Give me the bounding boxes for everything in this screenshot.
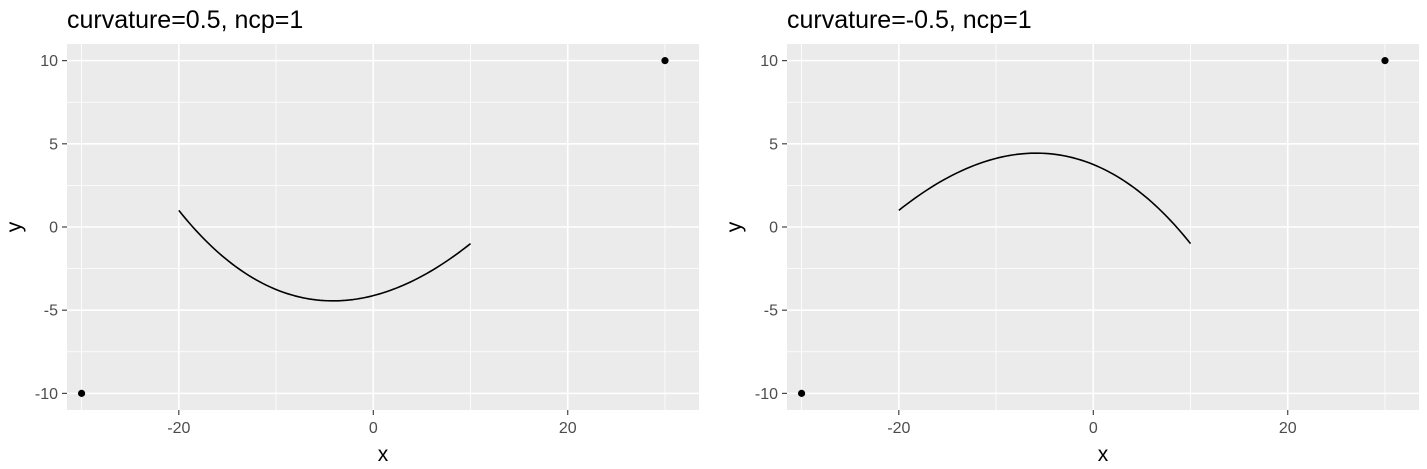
x-tick-label: 0 (369, 420, 378, 437)
curve-segment (898, 152, 1192, 245)
y-tick-label: 5 (769, 136, 778, 153)
x-axis-title: x (378, 443, 389, 466)
data-point (77, 389, 86, 397)
y-tick-label: 10 (40, 53, 58, 70)
chart-panel-2: -20 0 20 10 5 0 -5 -10 x y curvature=-0.5, ncp=1 (723, 6, 1419, 466)
chart-title: curvature=-0.5, ncp=1 (787, 6, 1032, 34)
data-point (661, 57, 669, 65)
x-tick-label: 20 (1279, 420, 1297, 437)
x-tick-label: 20 (559, 420, 577, 437)
y-tick-label: -10 (755, 386, 778, 403)
data-point (797, 389, 806, 397)
y-tick-label: 0 (769, 220, 778, 237)
y-tick-label: -5 (764, 303, 778, 320)
y-tick-label: -5 (44, 303, 58, 320)
y-axis-title: y (3, 221, 26, 232)
x-tick-label: 0 (1089, 420, 1098, 437)
y-tick-label: -10 (35, 386, 58, 403)
y-tick-label: 10 (760, 53, 778, 70)
chart-panel-1: -20 0 20 10 5 0 -5 -10 x y curvature=0.5, ncp=1 (3, 6, 699, 466)
y-tick-label: 0 (49, 220, 58, 237)
chart-title: curvature=0.5, ncp=1 (67, 6, 303, 34)
x-axis-title: x (1098, 443, 1109, 466)
x-tick-label: -20 (887, 420, 910, 437)
x-tick-label: -20 (167, 420, 190, 437)
y-axis-title: y (723, 221, 746, 232)
data-point (1381, 57, 1389, 65)
curve-segment (178, 209, 472, 302)
y-tick-label: 5 (49, 136, 58, 153)
